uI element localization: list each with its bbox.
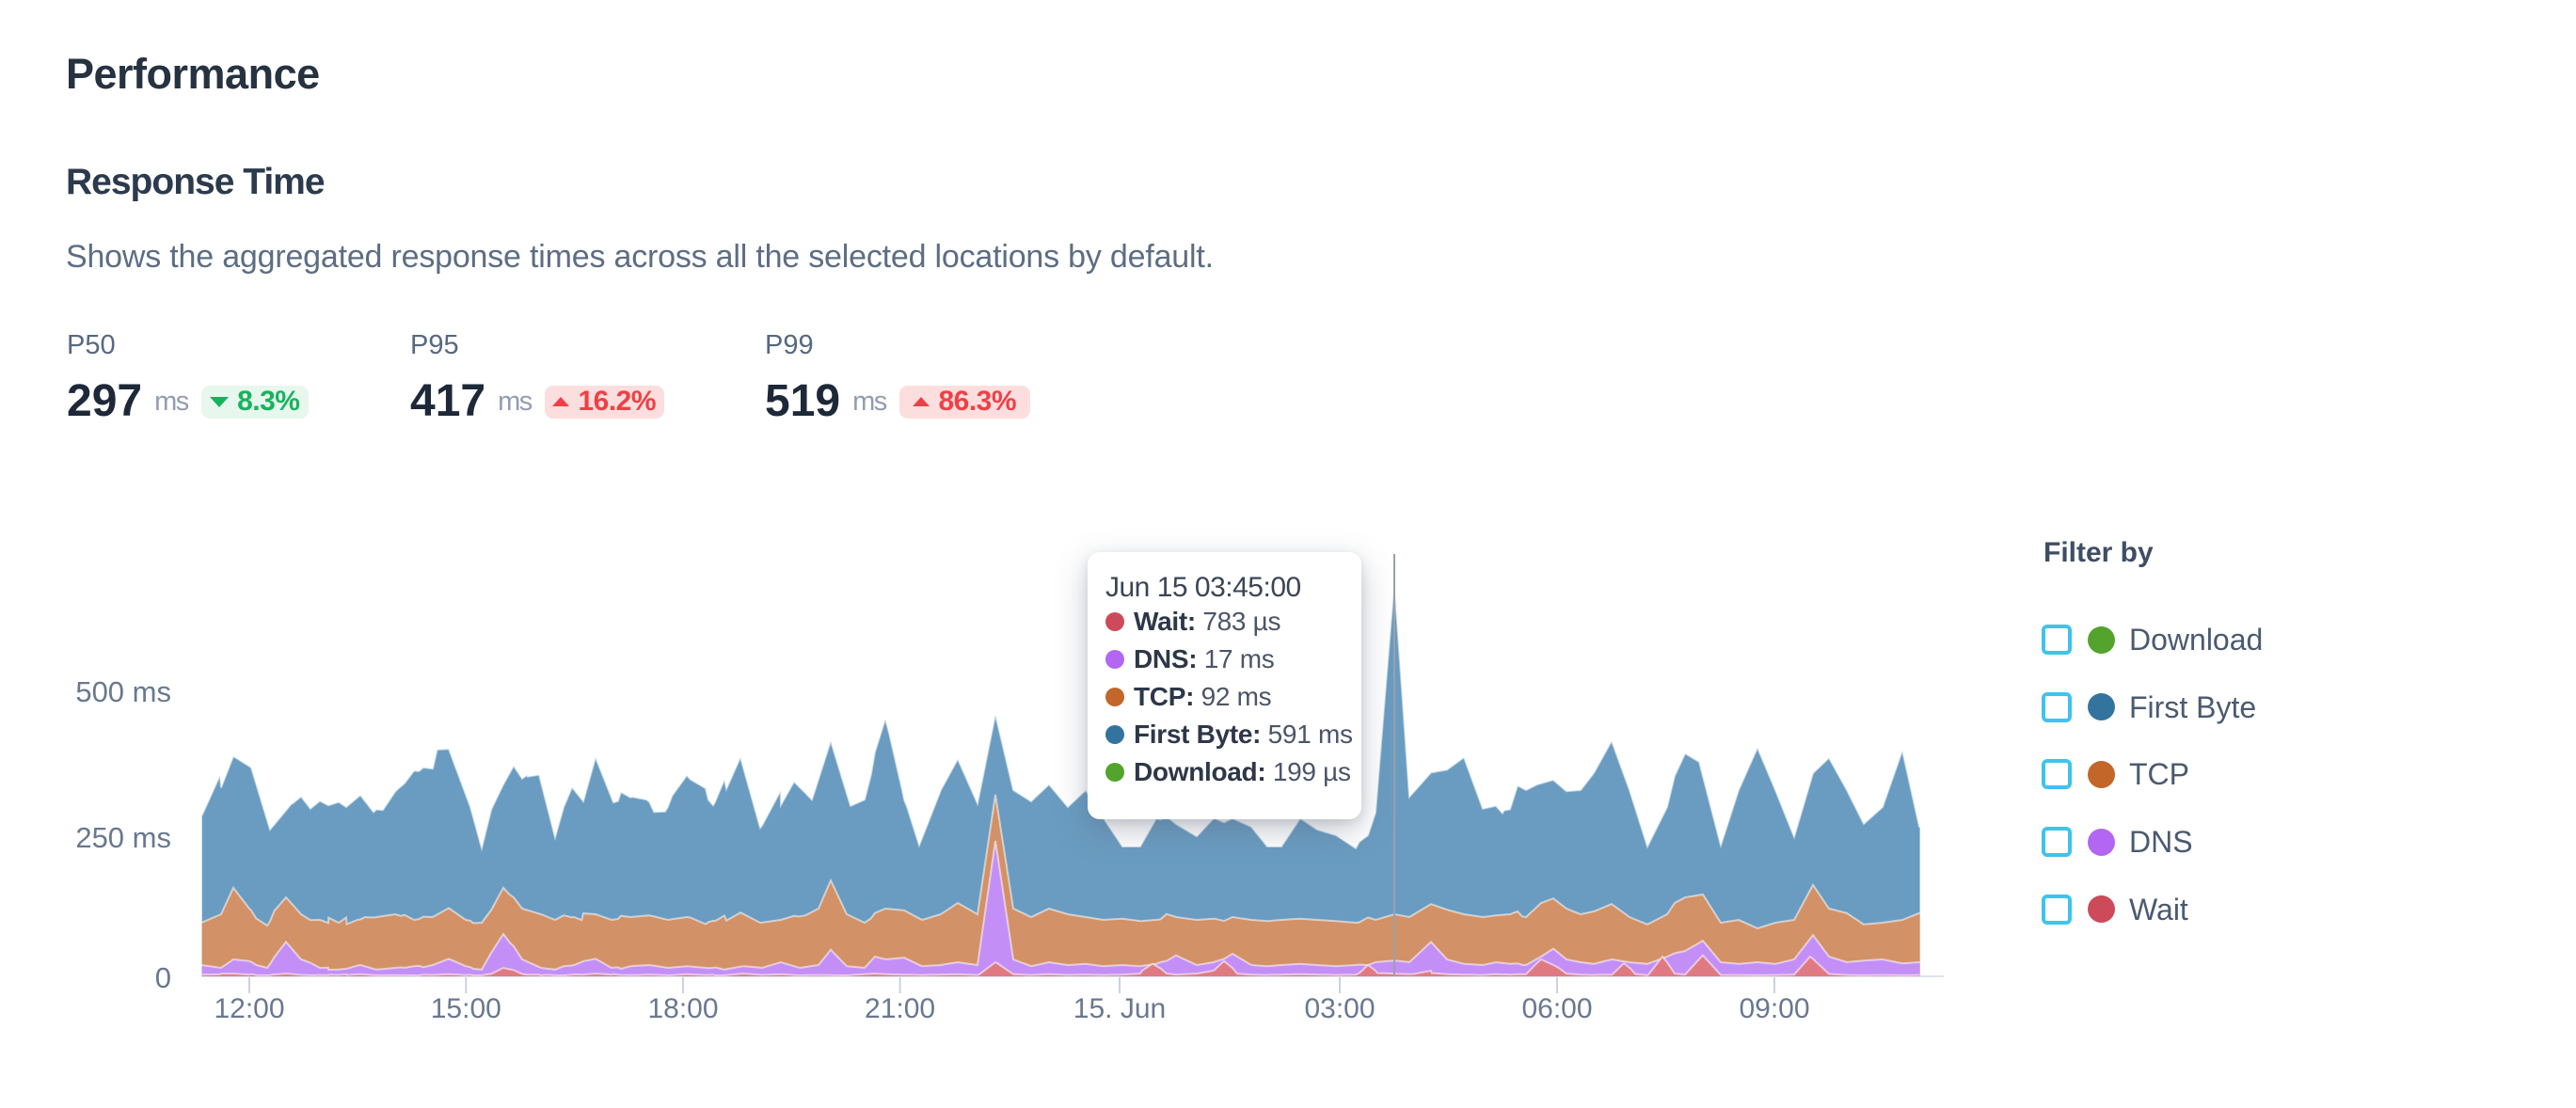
svg-text:15:00: 15:00 [431,993,501,1024]
svg-text:12:00: 12:00 [214,993,284,1024]
svg-text:21:00: 21:00 [865,993,935,1024]
svg-text:09:00: 09:00 [1739,993,1809,1024]
svg-text:0: 0 [155,961,171,994]
svg-text:250 ms: 250 ms [75,821,171,854]
svg-text:500 ms: 500 ms [75,675,171,708]
svg-text:06:00: 06:00 [1521,993,1592,1024]
svg-text:18:00: 18:00 [647,993,718,1024]
svg-text:15. Jun: 15. Jun [1073,993,1166,1024]
svg-text:03:00: 03:00 [1304,993,1375,1024]
